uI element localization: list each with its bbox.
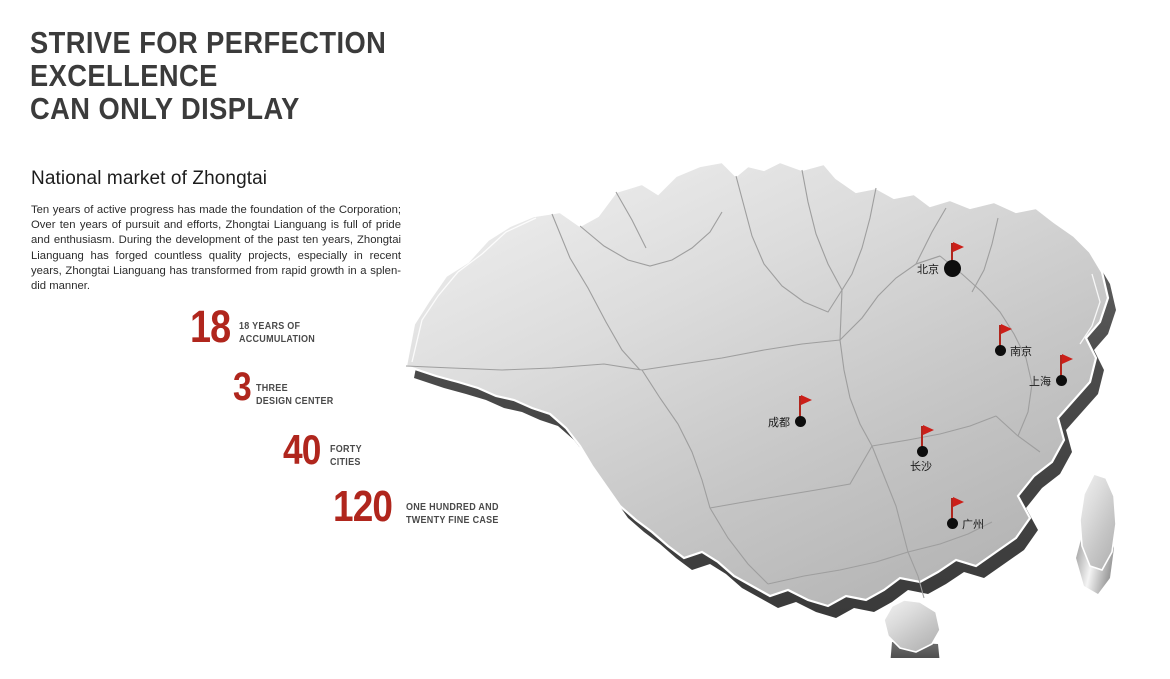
flag-pole-icon — [999, 325, 1001, 346]
city-label: 南京 — [1010, 345, 1032, 358]
flag-icon — [1000, 324, 1012, 334]
stat-item-18: 18 18 YEARS OF ACCUMULATION — [190, 301, 324, 352]
china-map-svg — [404, 160, 1117, 658]
flag-icon — [952, 497, 964, 507]
city-label: 广州 — [962, 518, 984, 531]
city-dot-icon — [994, 344, 1006, 356]
page-title: National market of Zhongtai — [31, 168, 268, 189]
statistics-block: 18 18 YEARS OF ACCUMULATION 3 THREE DESI… — [0, 300, 560, 540]
province-borders — [405, 169, 1041, 599]
city-dot-icon — [946, 517, 958, 529]
city-dot-icon — [943, 259, 961, 277]
china-map: 北京南京上海成都长沙广州 — [392, 78, 1152, 658]
city-label: 上海 — [1029, 375, 1051, 388]
flag-pole-icon — [1060, 355, 1062, 376]
city-dot-icon — [794, 415, 806, 427]
stat-caption: ONE HUNDRED AND TWENTY FINE CASE — [406, 502, 500, 526]
headline-block: STRIVE FOR PERFECTION EXCELLENCE CAN ONL… — [30, 26, 450, 125]
stat-caption: THREE DESIGN CENTER — [256, 383, 334, 407]
flag-icon — [922, 425, 934, 435]
stat-number: 40 — [283, 426, 321, 473]
stat-number: 3 — [233, 365, 252, 409]
hainan-island — [883, 599, 941, 658]
city-dot-icon — [916, 445, 928, 457]
map-surface-rim — [411, 217, 1101, 363]
stat-number: 18 — [190, 301, 231, 352]
flag-pole-icon — [799, 396, 801, 417]
stat-item-120: 120 ONE HUNDRED AND TWENTY FINE CASE — [333, 482, 509, 531]
map-surface — [404, 160, 1110, 608]
stat-caption: FORTY CITIES — [329, 444, 362, 468]
headline-line-2: EXCELLENCE — [30, 58, 218, 93]
flag-pole-icon — [921, 426, 923, 447]
city-label: 成都 — [768, 416, 790, 429]
flag-icon — [800, 395, 812, 405]
flag-icon — [1061, 354, 1073, 364]
stat-item-3: 3 THREE DESIGN CENTER — [233, 365, 342, 409]
city-label: 北京 — [917, 263, 939, 276]
flag-pole-icon — [951, 498, 953, 519]
city-label: 长沙 — [910, 460, 932, 473]
stat-item-40: 40 FORTY CITIES — [283, 426, 365, 473]
stat-number: 120 — [333, 482, 393, 531]
flag-icon — [952, 242, 964, 252]
city-dot-icon — [1055, 374, 1067, 386]
stat-caption: 18 YEARS OF ACCUMULATION — [239, 321, 316, 345]
taiwan-island — [1076, 473, 1117, 594]
headline-line-3: CAN ONLY DISPLAY — [30, 91, 300, 126]
body-paragraph: Ten years of active progress has made th… — [31, 204, 401, 293]
headline-line-1: STRIVE FOR PERFECTION — [30, 25, 387, 60]
flag-pole-icon — [951, 243, 953, 264]
